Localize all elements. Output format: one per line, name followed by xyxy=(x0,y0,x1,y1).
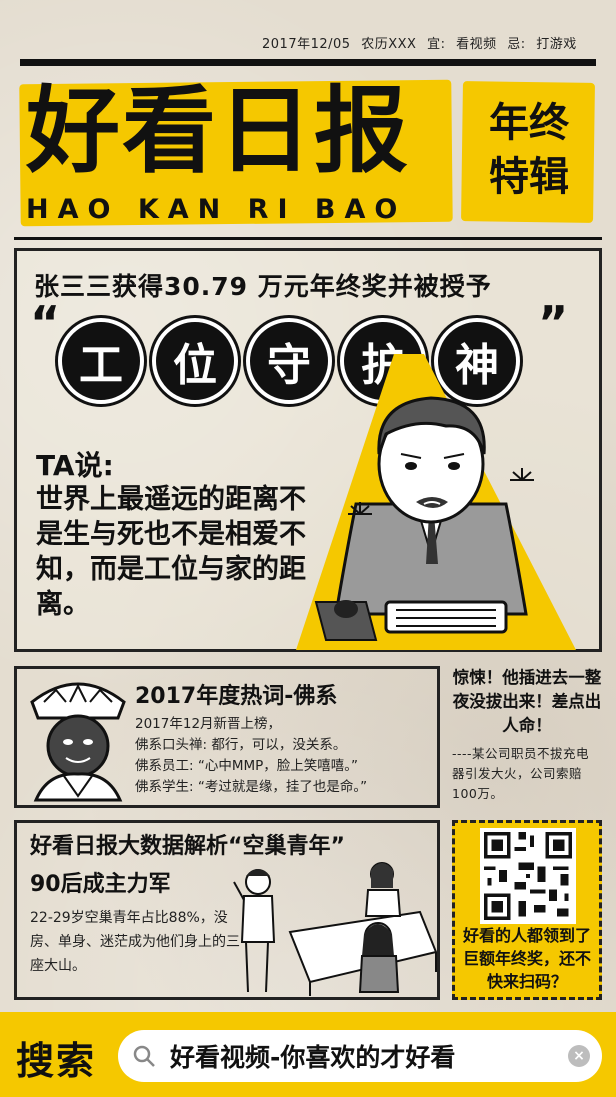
quote-close: ” xyxy=(538,296,569,350)
girl-figure xyxy=(358,922,400,993)
header-rule xyxy=(20,59,596,66)
data-report-title: 好看日报大数据解析“空巢青年” xyxy=(30,834,345,859)
data-report-panel xyxy=(14,820,440,1000)
search-icon xyxy=(133,1045,155,1067)
date-text: 2017年12/05 xyxy=(262,37,351,52)
masthead-subtitle: HAO KAN RI BAO xyxy=(26,194,407,225)
search-input[interactable] xyxy=(118,1030,602,1082)
quote-open: “ xyxy=(30,296,61,350)
award-char: 位 xyxy=(152,318,238,404)
buddha-body: 2017年12月新晋上榜， 佛系口头禅: 都行，可以，没关系。 佛系员工: “心… xyxy=(135,714,367,798)
buddha-line: 佛系口头禅: 都行，可以，没关系。 xyxy=(135,737,347,753)
avoid-text: 打游戏 xyxy=(536,37,577,52)
special-edition-text: 年终特辑 xyxy=(489,100,569,200)
masthead-rule xyxy=(14,237,602,240)
ta-quote: 世界上最遥远的距离不是生与死也不是相爱不知，而是工位与家的距离。 xyxy=(36,484,306,620)
buddha-title: 2017年度热词-佛系 xyxy=(135,684,338,709)
worker-figure xyxy=(334,396,528,616)
clear-icon[interactable]: × xyxy=(568,1045,590,1067)
lunar-text: 农历XXX xyxy=(361,37,417,52)
buddha-line: 2017年12月新晋上榜， xyxy=(135,716,282,732)
qr-caption: 好看的人都领到了巨额年终奖，还不快来扫码？ xyxy=(462,926,591,991)
side-news-title: 惊悚！他插进去一整夜没拔出来！差点出人命！ xyxy=(452,668,602,735)
keyboard-shape xyxy=(384,600,508,634)
buddha-line: 佛系学生: “考过就是缘，挂了也是命。” xyxy=(135,779,368,795)
standing-person-figure xyxy=(233,869,276,993)
buddha-line: 佛系员工: “心中MMP，脸上笑嘻嘻。” xyxy=(135,758,359,774)
avoid-label: 忌: xyxy=(507,37,526,52)
qr-code-image[interactable] xyxy=(480,828,576,924)
side-news-body: ----某公司职员不拔充电器引发大火，公司索赔100万。 xyxy=(452,746,590,801)
mouse-shape xyxy=(314,600,378,641)
suitable-text: 看视频 xyxy=(456,37,497,52)
data-report-body: 22-29岁空巢青年占比88%，没房、单身、迷茫成为他们身上的三座大山。 xyxy=(30,910,240,974)
story-headline: 张三三获得30.79 万元年终奖并被授予 xyxy=(34,272,492,301)
award-char: 工 xyxy=(58,318,144,404)
date-line: 2017年12/05 农历XXX 宜: 看视频 忌: 打游戏 xyxy=(262,33,583,52)
office-worker-illustration xyxy=(296,354,576,650)
sitting-person-figure xyxy=(364,862,402,917)
buddha-meme-illustration xyxy=(30,682,126,802)
search-label: 搜索 xyxy=(16,1039,97,1083)
empty-nest-illustration xyxy=(233,862,438,996)
award-char: 神 xyxy=(434,318,520,404)
award-char: 守 xyxy=(246,318,332,404)
masthead-title: 好看日报 xyxy=(26,77,411,186)
firework-shape xyxy=(348,468,534,515)
buddha-panel xyxy=(14,666,440,808)
data-report-subtitle: 90后成主力军 xyxy=(30,872,171,897)
ta-label: TA说: xyxy=(36,449,114,482)
suitable-label: 宜: xyxy=(427,37,446,52)
